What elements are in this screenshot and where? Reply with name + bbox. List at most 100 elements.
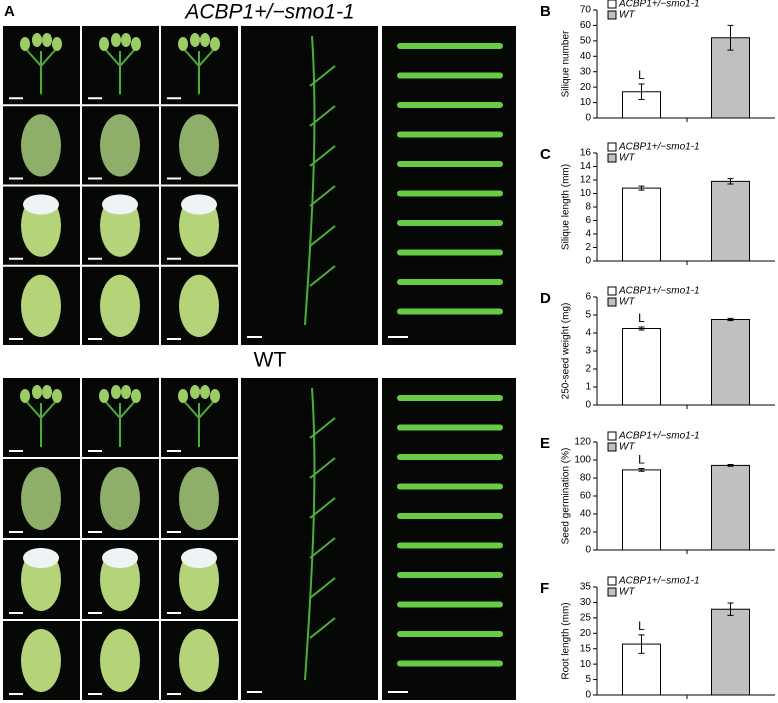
legend-swatch: [607, 576, 617, 586]
panel-label: F: [540, 580, 549, 597]
y-tick-label: 3: [585, 346, 591, 357]
legend-swatch: [607, 442, 617, 452]
legend-swatch: [607, 431, 617, 441]
petal: [102, 548, 138, 568]
y-tick-label: 16: [580, 148, 592, 159]
y-tick-label: 12: [580, 175, 592, 186]
pod: [309, 497, 336, 519]
inflorescence: [24, 399, 58, 447]
legend-swatch: [607, 297, 617, 307]
legend-label: WT: [619, 297, 635, 308]
bud: [99, 389, 109, 403]
bud: [111, 385, 121, 399]
annotation: L: [638, 453, 645, 467]
bud: [20, 37, 30, 51]
bud: [52, 389, 62, 403]
y-tick-label: 20: [580, 628, 592, 639]
legend-swatch: [607, 286, 617, 296]
y-tick-label: 10: [580, 188, 592, 199]
y-axis-label: Silique number: [561, 30, 572, 97]
inflorescence: [182, 47, 216, 95]
legend-label: ACBP1+/−smo1-1: [618, 0, 700, 10]
pod: [309, 145, 336, 167]
panel-label: A: [4, 3, 15, 20]
pod: [309, 225, 336, 247]
inflorescence: [103, 47, 137, 95]
legend-swatch: [607, 153, 617, 163]
bar-chart: E Seed germination (%) 0 20 40 60 80 100 120 L ACB…: [540, 431, 775, 556]
bud: [178, 389, 188, 403]
bar: [711, 180, 750, 262]
pod: [309, 617, 336, 639]
bud: [131, 389, 141, 403]
bar: [711, 608, 750, 696]
panel-label: E: [540, 435, 550, 452]
petal: [181, 194, 217, 215]
bar-chart: D 250-seed weight (mg) 0 1 2 3 4 5 6 L ACBP1+/−smo…: [540, 286, 775, 411]
bar: [622, 469, 661, 551]
error-bar: [638, 326, 645, 331]
y-tick-label: 120: [574, 437, 591, 448]
bud: [190, 33, 200, 47]
bud: [190, 385, 200, 399]
stem: [304, 35, 316, 326]
y-axis-label: Seed germination (%): [561, 448, 572, 545]
flower: [21, 114, 61, 177]
y-axis-label: 250-seed weight (mg): [561, 303, 572, 400]
bar-chart: B Silique number 0 10 20 30 40 50 60 70 L ACBP1+/−s…: [540, 0, 775, 124]
y-tick-label: 60: [580, 491, 592, 502]
photo-grid: [3, 26, 516, 700]
y-tick-label: 6: [585, 292, 591, 303]
petal: [181, 548, 217, 568]
y-tick-label: 10: [580, 659, 592, 670]
y-tick-label: 5: [585, 674, 591, 685]
y-tick-label: 50: [580, 35, 592, 46]
y-axis-label: Silique length (mm): [561, 164, 572, 250]
bud: [121, 33, 131, 47]
bud: [178, 37, 188, 51]
y-tick-label: 8: [585, 202, 591, 213]
annotation: L: [638, 68, 645, 82]
y-tick-label: 0: [585, 545, 591, 556]
flower: [100, 274, 140, 337]
bud: [99, 37, 109, 51]
legend-label: ACBP1+/−smo1-1: [618, 286, 700, 297]
wt-title: WT: [254, 349, 287, 372]
inflorescence: [182, 399, 216, 447]
legend-label: ACBP1+/−smo1-1: [618, 142, 700, 153]
bar-chart: F Root length (mm) 0 5 10 15 20 25 30 35 L ACBP1+/−…: [540, 576, 775, 701]
panel-label: B: [540, 3, 551, 20]
y-tick-label: 2: [585, 364, 591, 375]
y-tick-label: 100: [574, 455, 591, 466]
error-bar: [638, 634, 645, 654]
bar: [711, 464, 750, 551]
y-tick-label: 2: [585, 242, 591, 253]
error-bar: [727, 24, 734, 51]
error-bar: [638, 185, 645, 191]
y-tick-label: 20: [580, 527, 592, 538]
y-tick-label: 6: [585, 215, 591, 226]
bud: [200, 33, 210, 47]
bar: [711, 319, 750, 406]
bar: [622, 328, 661, 406]
bud: [121, 385, 131, 399]
inflorescence: [24, 47, 58, 95]
pod: [309, 417, 336, 439]
legend-label: WT: [619, 153, 635, 164]
y-tick-label: 30: [580, 597, 592, 608]
petal: [23, 194, 59, 215]
flower: [100, 467, 140, 530]
y-tick-label: 35: [580, 582, 592, 593]
legend-swatch: [607, 10, 617, 20]
pod: [309, 185, 336, 207]
legend-label: WT: [619, 442, 635, 453]
flower: [21, 467, 61, 530]
legend-label: WT: [619, 587, 635, 598]
bar: [711, 37, 750, 119]
y-tick-label: 0: [585, 690, 591, 701]
pod: [309, 457, 336, 479]
legend-label: ACBP1+/−smo1-1: [618, 576, 700, 587]
photo: [382, 378, 516, 700]
